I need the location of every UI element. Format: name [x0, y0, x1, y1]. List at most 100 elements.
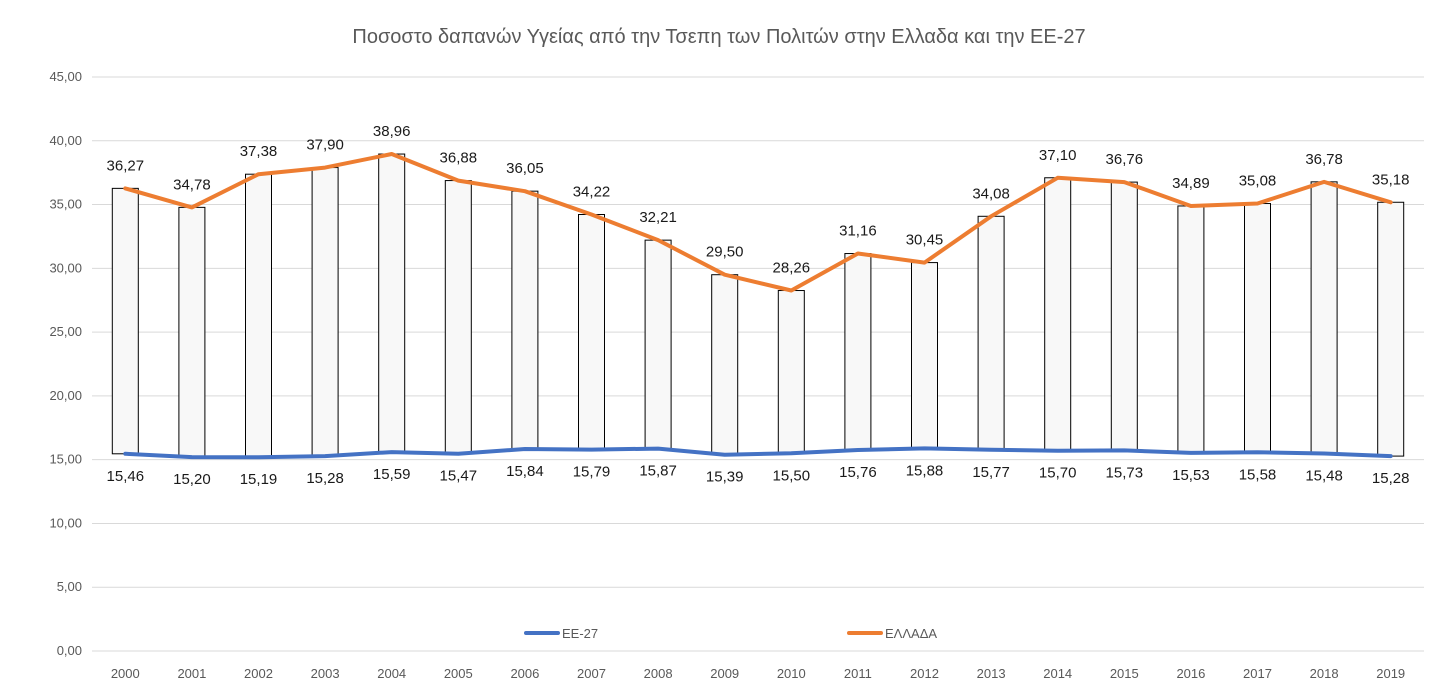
x-tick-label: 2002 [244, 666, 273, 681]
series-lines [123, 152, 1393, 460]
data-label-greece: 36,27 [107, 157, 145, 174]
legend: ΕΕ-27 ΕΛΛΑΔΑ [524, 626, 937, 641]
high-low-bar [1177, 205, 1205, 454]
data-label-greece: 34,08 [972, 185, 1010, 202]
y-tick-label: 0,00 [57, 643, 82, 658]
x-tick-label: 2010 [777, 666, 806, 681]
data-label-ee27: 15,53 [1172, 467, 1210, 484]
data-label-greece: 30,45 [906, 232, 944, 249]
legend-label: ΕΛΛΑΔΑ [885, 626, 937, 641]
data-labels: 36,27 34,78 37,38 37,90 38,96 36,88 36,05 34,22… [107, 123, 1410, 488]
data-label-greece: 37,10 [1039, 147, 1077, 164]
data-label-ee27: 15,39 [706, 469, 744, 486]
high-low-bar [1044, 177, 1072, 452]
data-label-ee27: 15,46 [107, 468, 145, 485]
high-low-bar [245, 173, 272, 458]
data-label-ee27: 15,20 [173, 471, 211, 488]
y-tick-label: 5,00 [57, 579, 82, 594]
high-low-bar [111, 187, 139, 455]
x-tick-label: 2012 [910, 666, 939, 681]
data-label-ee27: 15,77 [972, 464, 1010, 481]
data-label-ee27: 15,48 [1305, 468, 1343, 485]
high-low-bar [578, 214, 605, 451]
high-low-bars [111, 153, 1405, 458]
data-label-ee27: 15,59 [373, 466, 411, 483]
high-low-bar [911, 262, 938, 449]
x-tick-label: 2007 [577, 666, 606, 681]
data-label-greece: 32,21 [639, 209, 677, 226]
data-label-ee27: 15,87 [639, 463, 677, 480]
data-label-ee27: 15,58 [1239, 466, 1277, 483]
data-label-greece: 36,76 [1106, 151, 1144, 168]
x-tick-label: 2006 [510, 666, 539, 681]
data-label-ee27: 15,79 [573, 464, 611, 481]
x-tick-label: 2009 [710, 666, 739, 681]
data-label-greece: 36,88 [440, 150, 478, 167]
data-label-greece: 34,78 [173, 176, 211, 193]
high-low-bar [844, 253, 872, 451]
data-label-ee27: 15,28 [306, 470, 344, 487]
x-tick-label: 2017 [1243, 666, 1272, 681]
high-low-bar [1244, 203, 1271, 453]
high-low-bar [311, 167, 339, 457]
x-tick-label: 2013 [977, 666, 1006, 681]
y-tick-label: 45,00 [49, 69, 82, 84]
x-tick-label: 2000 [111, 666, 140, 681]
x-tick-label: 2018 [1310, 666, 1339, 681]
data-label-greece: 35,08 [1239, 173, 1277, 190]
data-label-ee27: 15,76 [839, 464, 877, 481]
data-label-ee27: 15,50 [773, 467, 811, 484]
data-label-greece: 38,96 [373, 123, 411, 140]
chart-title: Ποσοστο δαπανών Υγείας από την Τσεπη των… [352, 26, 1085, 48]
high-low-bar [1310, 181, 1338, 455]
data-label-greece: 28,26 [773, 260, 811, 277]
x-tick-label: 2005 [444, 666, 473, 681]
y-tick-label: 20,00 [49, 388, 82, 403]
legend-label: ΕΕ-27 [562, 626, 598, 641]
x-axis-ticks: 2000 2001 2002 2003 2004 2005 2006 2007 2008 2009… [111, 666, 1405, 681]
data-label-greece: 37,90 [306, 137, 344, 154]
x-tick-label: 2003 [311, 666, 340, 681]
high-low-bar [178, 206, 206, 458]
data-label-ee27: 15,28 [1372, 470, 1410, 487]
data-label-ee27: 15,84 [506, 463, 544, 480]
data-label-greece: 36,78 [1305, 151, 1343, 168]
high-low-bar [511, 190, 539, 450]
series-line-ee27 [123, 446, 1393, 460]
x-tick-label: 2016 [1176, 666, 1205, 681]
data-label-greece: 35,18 [1372, 171, 1410, 188]
data-label-greece: 34,22 [573, 184, 611, 201]
data-label-greece: 37,38 [240, 143, 278, 160]
data-label-ee27: 15,47 [440, 468, 478, 485]
data-label-greece: 36,05 [506, 160, 544, 177]
x-tick-label: 2015 [1110, 666, 1139, 681]
x-tick-label: 2011 [844, 666, 872, 681]
high-low-bar [1377, 201, 1405, 457]
x-tick-label: 2008 [644, 666, 673, 681]
y-tick-label: 10,00 [49, 515, 82, 530]
series-line-greece [123, 152, 1393, 293]
high-low-bar [777, 290, 805, 454]
data-label-ee27: 15,73 [1106, 464, 1144, 481]
data-label-greece: 31,16 [839, 223, 877, 240]
data-label-ee27: 15,19 [240, 471, 278, 488]
data-label-greece: 34,89 [1172, 175, 1210, 192]
high-low-bar [1110, 181, 1138, 451]
x-tick-label: 2004 [377, 666, 406, 681]
y-axis-ticks: 0,00 5,00 10,00 15,00 20,00 25,00 30,00 35,00 40… [49, 69, 82, 658]
data-label-ee27: 15,70 [1039, 465, 1077, 482]
data-label-greece: 29,50 [706, 244, 744, 261]
gridlines [92, 76, 1424, 652]
y-tick-label: 15,00 [49, 452, 82, 467]
high-low-bar [644, 239, 672, 450]
y-tick-label: 30,00 [49, 260, 82, 275]
x-tick-label: 2014 [1043, 666, 1072, 681]
x-tick-label: 2001 [177, 666, 206, 681]
high-low-bar [378, 153, 406, 453]
high-low-bar [711, 274, 739, 456]
high-low-bar [444, 180, 472, 455]
y-tick-label: 35,00 [49, 197, 82, 212]
y-tick-label: 25,00 [49, 324, 82, 339]
